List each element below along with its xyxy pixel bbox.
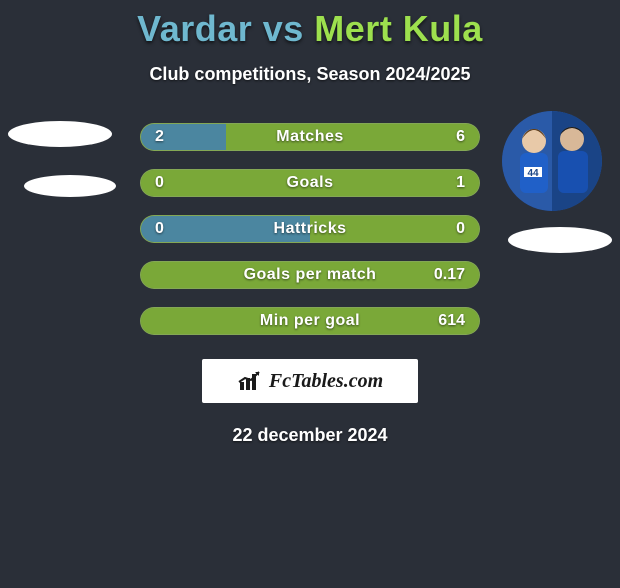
stat-value-left: 0 [155,220,164,238]
stat-bars: 2 Matches 6 0 Goals 1 0 Hattricks 0 Goals per mat… [140,123,480,335]
stat-row: Min per goal 614 [140,307,480,335]
title-left: Vardar [137,8,252,49]
stat-value-left: 2 [155,128,164,146]
chart-icon [237,370,263,392]
stat-value-right: 1 [456,174,465,192]
title-right: Mert Kula [314,8,483,49]
page-title: Vardar vs Mert Kula [0,8,620,50]
stat-fill-left [141,124,226,150]
avatar: 44 [502,111,602,211]
brand-suffix: .com [344,370,383,392]
stat-value-right: 614 [438,312,465,330]
title-vs: vs [252,8,314,49]
stat-label: Hattricks [274,220,347,238]
svg-text:44: 44 [527,168,539,179]
stat-label: Min per goal [260,312,360,330]
stat-row: 2 Matches 6 [140,123,480,151]
date: 22 december 2024 [0,425,620,446]
stat-value-right: 0.17 [434,266,465,284]
stat-fill-right [226,124,480,150]
stat-value-left: 0 [155,174,164,192]
avatar-image: 44 [502,111,602,211]
subtitle: Club competitions, Season 2024/2025 [0,64,620,85]
stat-label: Matches [276,128,344,146]
stat-label: Goals per match [244,266,377,284]
placeholder-ellipse [8,121,112,147]
stats-area: 44 2 Matches 6 0 Goals 1 0 Hattricks 0 Goals per … [0,123,620,335]
stat-label: Goals [287,174,334,192]
brand-name: FcTables [269,370,344,392]
player-photo-icon: 44 [502,111,602,211]
brand-text: FcTables.com [269,370,383,393]
placeholder-ellipse [508,227,612,253]
stat-value-right: 6 [456,128,465,146]
stat-value-right: 0 [456,220,465,238]
stat-row: Goals per match 0.17 [140,261,480,289]
stat-row: 0 Hattricks 0 [140,215,480,243]
placeholder-ellipse [24,175,116,197]
brand-logo[interactable]: FcTables.com [202,359,418,403]
stat-row: 0 Goals 1 [140,169,480,197]
